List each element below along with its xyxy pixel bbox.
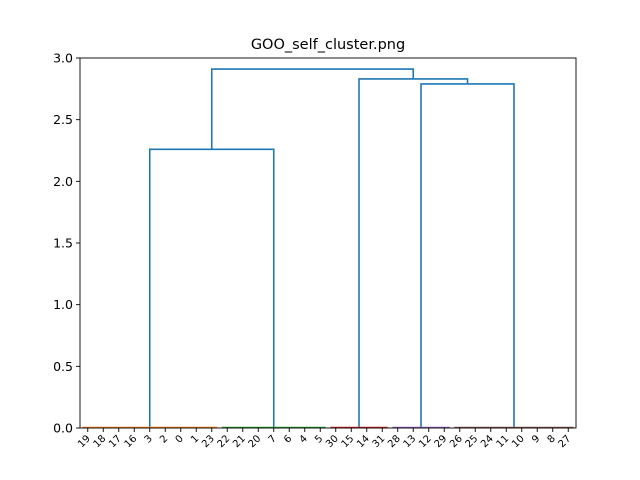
y-tick-label: 1.5 [53,236,73,251]
leaf-label: 29 [433,433,450,450]
leaf-label: 8 [546,433,558,445]
dendrogram-link [420,83,515,428]
leaf-label: 14 [355,433,372,450]
leaf-label: 23 [200,433,217,450]
leaf-label: 1 [189,433,201,445]
leaf-label: 28 [386,433,403,450]
y-tick-label: 2.0 [53,174,73,189]
plot-frame [79,57,577,429]
leaf-label: 3 [143,433,155,445]
y-tick-label: 3.0 [53,51,73,66]
leaf-label: 27 [557,433,574,450]
leaf-label: 7 [267,433,279,445]
leaf-label: 16 [123,433,140,450]
leaf-label: 2 [158,433,170,445]
y-tick-label: 0.0 [53,421,73,436]
leaf-label: 5 [313,433,325,445]
leaf-label: 19 [76,433,93,450]
dendrogram-links [148,68,515,428]
leaf-label: 9 [530,433,542,445]
leaf-label: 17 [107,433,124,450]
leaf-label: 4 [298,433,310,445]
leaf-label: 15 [340,433,357,450]
leaf-label: 21 [231,433,248,450]
leaf-label: 18 [92,433,109,450]
leaf-label: 10 [510,433,527,450]
dendrogram-link [210,68,415,150]
y-tick-label: 1.0 [53,297,73,312]
y-axis: 0.0 0.5 1.0 1.5 2.0 2.5 3.0 [53,51,80,436]
leaf-label: 30 [324,433,341,450]
leaf-label: 11 [495,433,512,450]
leaf-label: 22 [216,433,233,450]
leaf-label: 13 [402,433,419,450]
leaf-label: 26 [448,433,465,450]
y-tick-label: 0.5 [53,359,73,374]
leaf-label: 24 [479,433,496,450]
dendrogram-link [148,148,275,428]
leaf-label: 25 [464,433,481,450]
leaf-label: 20 [247,433,264,450]
dendrogram-link [358,78,469,428]
y-tick-label: 2.5 [53,112,73,127]
leaf-label: 0 [174,433,186,445]
leaf-label: 6 [282,433,294,445]
leaf-label: 12 [417,433,434,450]
chart-title: GOO_self_cluster.png [251,37,405,53]
leaf-label: 31 [371,433,388,450]
